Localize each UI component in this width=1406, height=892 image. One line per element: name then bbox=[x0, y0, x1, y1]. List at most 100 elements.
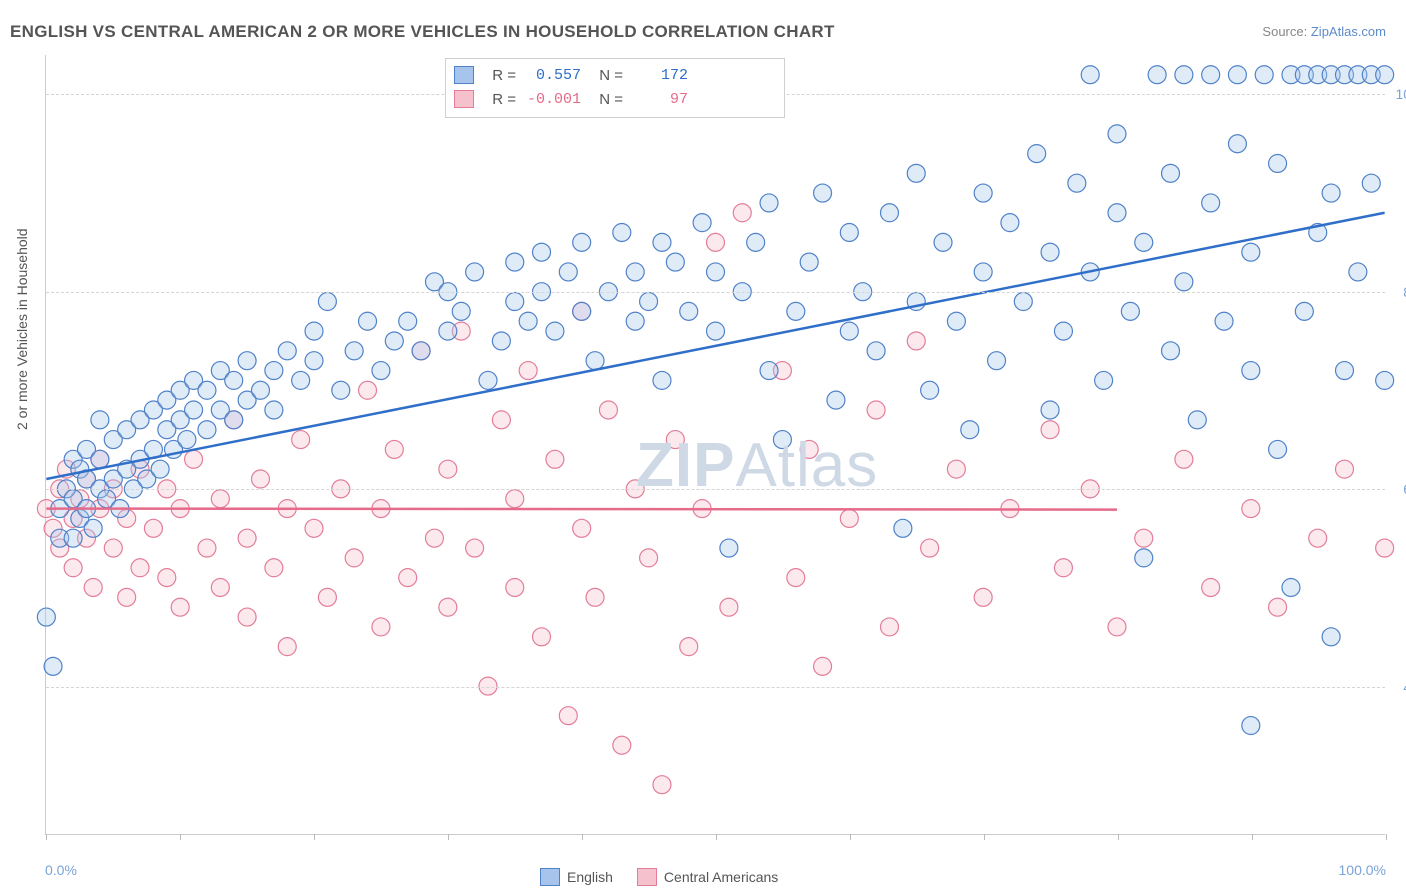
data-point bbox=[1135, 549, 1153, 567]
data-point bbox=[907, 164, 925, 182]
data-point bbox=[519, 362, 537, 380]
data-point bbox=[974, 184, 992, 202]
data-point bbox=[238, 529, 256, 547]
data-point bbox=[506, 253, 524, 271]
data-point bbox=[840, 322, 858, 340]
x-tick-label-max: 100.0% bbox=[1339, 862, 1386, 878]
data-point bbox=[760, 362, 778, 380]
data-point bbox=[1336, 362, 1354, 380]
data-point bbox=[506, 293, 524, 311]
data-point bbox=[332, 381, 350, 399]
x-tick bbox=[850, 834, 851, 840]
data-point bbox=[1376, 371, 1394, 389]
data-point bbox=[305, 322, 323, 340]
x-tick bbox=[1386, 834, 1387, 840]
data-point bbox=[158, 569, 176, 587]
data-point bbox=[586, 352, 604, 370]
data-point bbox=[840, 224, 858, 242]
data-point bbox=[1041, 421, 1059, 439]
data-point bbox=[666, 253, 684, 271]
data-point bbox=[385, 332, 403, 350]
data-point bbox=[707, 263, 725, 281]
data-point bbox=[1175, 273, 1193, 291]
n-label: N = bbox=[591, 67, 623, 84]
data-point bbox=[178, 431, 196, 449]
data-point bbox=[37, 608, 55, 626]
data-point bbox=[988, 352, 1006, 370]
data-point bbox=[171, 598, 189, 616]
data-point bbox=[1108, 204, 1126, 222]
data-point bbox=[867, 401, 885, 419]
x-tick bbox=[1252, 834, 1253, 840]
data-point bbox=[91, 411, 109, 429]
data-point bbox=[151, 460, 169, 478]
data-point bbox=[198, 381, 216, 399]
data-point bbox=[907, 332, 925, 350]
data-point bbox=[84, 519, 102, 537]
data-point bbox=[1242, 243, 1260, 261]
x-tick bbox=[448, 834, 449, 840]
data-point bbox=[492, 411, 510, 429]
data-point bbox=[1175, 66, 1193, 84]
data-point bbox=[800, 253, 818, 271]
data-point bbox=[1162, 342, 1180, 360]
n-value-central-american: 97 bbox=[633, 91, 688, 108]
data-point bbox=[1095, 371, 1113, 389]
data-point bbox=[439, 460, 457, 478]
x-tick bbox=[46, 834, 47, 840]
data-point bbox=[653, 233, 671, 251]
data-point bbox=[827, 391, 845, 409]
data-point bbox=[1242, 717, 1260, 735]
data-point bbox=[1148, 66, 1166, 84]
data-point bbox=[1162, 164, 1180, 182]
data-point bbox=[1121, 302, 1139, 320]
data-point bbox=[1269, 440, 1287, 458]
data-point bbox=[1269, 154, 1287, 172]
r-label: R = bbox=[484, 91, 516, 108]
data-point bbox=[720, 598, 738, 616]
source-link[interactable]: ZipAtlas.com bbox=[1311, 24, 1386, 39]
data-point bbox=[613, 736, 631, 754]
data-point bbox=[1001, 214, 1019, 232]
scatter-svg bbox=[46, 55, 1385, 834]
data-point bbox=[720, 539, 738, 557]
x-tick-label-min: 0.0% bbox=[45, 862, 77, 878]
data-point bbox=[894, 519, 912, 537]
data-point bbox=[613, 224, 631, 242]
data-point bbox=[1228, 135, 1246, 153]
data-point bbox=[1215, 312, 1233, 330]
gridline bbox=[46, 489, 1385, 490]
legend-item-english: English bbox=[540, 868, 613, 886]
data-point bbox=[399, 312, 417, 330]
data-point bbox=[559, 707, 577, 725]
data-point bbox=[1228, 66, 1246, 84]
data-point bbox=[533, 628, 551, 646]
data-point bbox=[1336, 460, 1354, 478]
stats-box: R = 0.557 N = 172 R = -0.001 N = 97 bbox=[445, 58, 785, 118]
data-point bbox=[1322, 628, 1340, 646]
data-point bbox=[640, 549, 658, 567]
data-point bbox=[292, 431, 310, 449]
source-label: Source: bbox=[1262, 24, 1307, 39]
r-value-central-american: -0.001 bbox=[526, 91, 581, 108]
stats-row-central-american: R = -0.001 N = 97 bbox=[454, 87, 776, 111]
data-point bbox=[814, 184, 832, 202]
data-point bbox=[318, 293, 336, 311]
r-label: R = bbox=[484, 67, 516, 84]
data-point bbox=[626, 312, 644, 330]
data-point bbox=[880, 618, 898, 636]
data-point bbox=[680, 302, 698, 320]
data-point bbox=[211, 578, 229, 596]
x-tick bbox=[180, 834, 181, 840]
data-point bbox=[225, 411, 243, 429]
data-point bbox=[305, 519, 323, 537]
data-point bbox=[921, 381, 939, 399]
data-point bbox=[707, 233, 725, 251]
data-point bbox=[185, 450, 203, 468]
data-point bbox=[559, 263, 577, 281]
data-point bbox=[91, 450, 109, 468]
data-point bbox=[238, 352, 256, 370]
data-point bbox=[680, 638, 698, 656]
x-tick bbox=[582, 834, 583, 840]
data-point bbox=[131, 559, 149, 577]
